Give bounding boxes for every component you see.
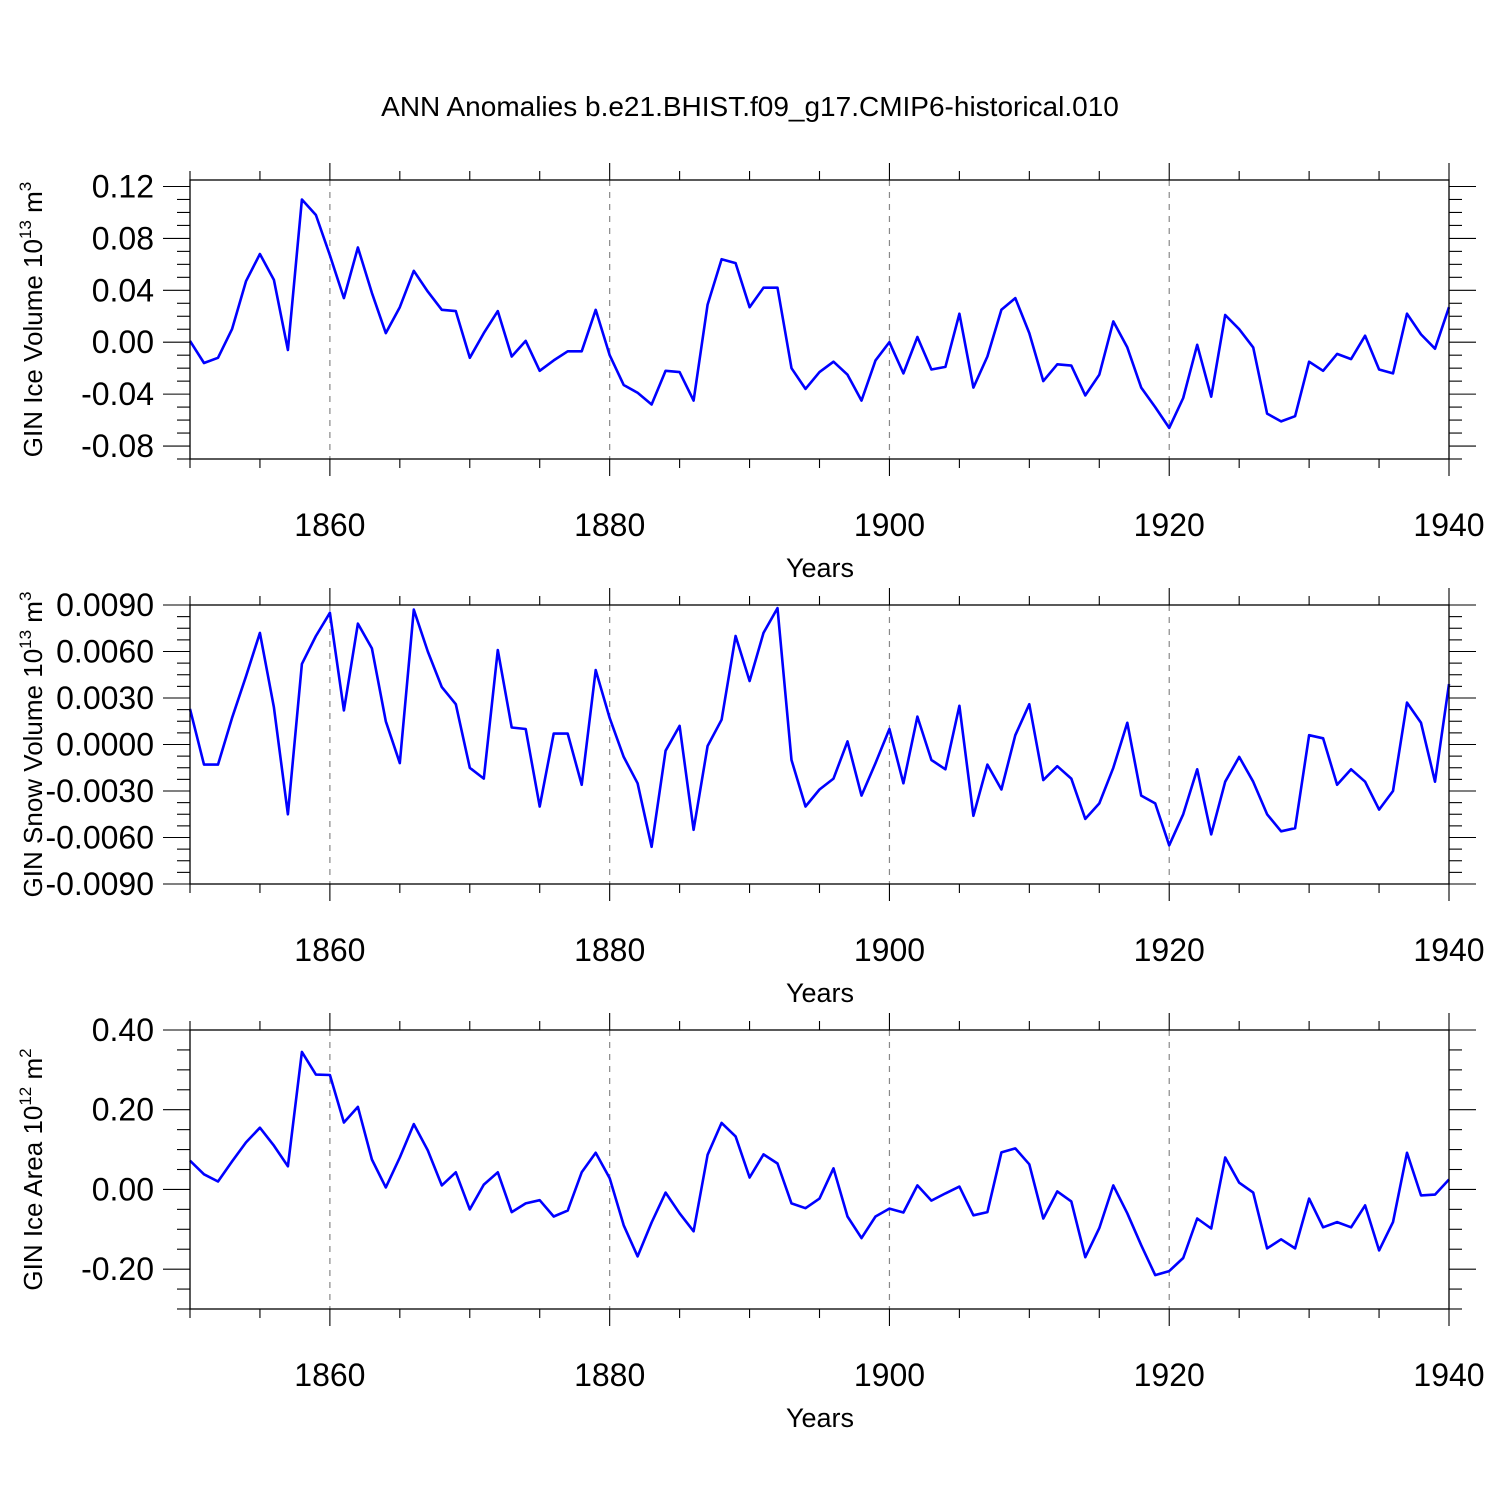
y-axis-title-unit: m <box>18 1058 48 1087</box>
x-tick-label-1900: 1900 <box>854 507 925 543</box>
x-tick-label-1940: 1940 <box>1413 932 1484 968</box>
y-tick-label: 0.0060 <box>56 634 154 670</box>
y-tick-label: -0.20 <box>81 1251 154 1287</box>
y-tick-label: 0.20 <box>92 1092 154 1128</box>
x-axis-title: Years <box>786 1403 854 1433</box>
y-axis-title-exponent: 13 <box>16 630 35 649</box>
x-tick-label-1880: 1880 <box>574 1357 645 1393</box>
y-tick-label: 0.12 <box>92 168 154 204</box>
y-axis-title: GIN Ice Volume 1013 m3 <box>16 182 48 458</box>
y-axis-title-text: GIN Snow Volume 10 <box>18 649 48 898</box>
panel-1: 1860 1880 1900 1920 1940 Years 0.12 0.08 0.04 0.0… <box>16 163 1485 583</box>
y-tick-label: 0.00 <box>92 324 154 360</box>
x-tick-label-1920: 1920 <box>1134 932 1205 968</box>
y-tick-label: 0.08 <box>92 220 154 256</box>
y-tick-label: -0.0030 <box>45 773 154 809</box>
y-tick-label: 0.00 <box>92 1171 154 1207</box>
y-axis-title-exponent: 13 <box>16 220 35 239</box>
y-axis-title-unit: m <box>18 191 48 220</box>
y-tick-label: 0.0000 <box>56 727 154 763</box>
x-tick-label-1940: 1940 <box>1413 507 1484 543</box>
y-tick-label: 0.0030 <box>56 680 154 716</box>
y-tick-label: 0.40 <box>92 1012 154 1048</box>
x-tick-label-1880: 1880 <box>574 932 645 968</box>
x-axis-title: Years <box>786 978 854 1008</box>
series-line-2 <box>188 606 1451 849</box>
plot-frame <box>189 179 1450 460</box>
y-tick-label: 0.0090 <box>56 587 154 623</box>
panel-2: 1860 1880 1900 1920 1940 Years 0.0090 0.0060 0.0… <box>16 587 1485 1008</box>
y-axis-title-unit-exponent: 3 <box>16 592 35 601</box>
y-axis-title-exponent: 12 <box>16 1087 35 1106</box>
series-line-3 <box>189 1050 1450 1277</box>
chart-title: ANN Anomalies b.e21.BHIST.f09_g17.CMIP6-… <box>381 91 1119 122</box>
plot-frame <box>189 604 1450 885</box>
x-tick-label-1860: 1860 <box>294 507 365 543</box>
plot-frame <box>189 1029 1450 1310</box>
y-tick-label: -0.04 <box>81 376 154 412</box>
y-tick-label: -0.08 <box>81 428 154 464</box>
y-axis-title: GIN Snow Volume 1013 m3 <box>16 592 48 898</box>
y-axis-title-text: GIN Ice Area 10 <box>18 1106 48 1291</box>
x-tick-label-1880: 1880 <box>574 507 645 543</box>
y-axis-title: GIN Ice Area 1012 m2 <box>16 1048 48 1290</box>
x-tick-label-1920: 1920 <box>1134 507 1205 543</box>
y-tick-label: 0.04 <box>92 272 154 308</box>
y-axis-title-unit-exponent: 2 <box>16 1048 35 1057</box>
x-tick-label-1860: 1860 <box>294 932 365 968</box>
y-axis-title-text: GIN Ice Volume 10 <box>18 239 48 457</box>
x-tick-label-1860: 1860 <box>294 1357 365 1393</box>
panels: 1860 1880 1900 1920 1940 Years 0.12 0.08 0.04 0.0… <box>16 163 1485 1433</box>
panel-3: 1860 1880 1900 1920 1940 Years 0.40 0.20 0.00 -0.… <box>16 1012 1485 1433</box>
x-tick-label-1900: 1900 <box>854 1357 925 1393</box>
y-tick-label: -0.0060 <box>45 820 154 856</box>
y-tick-label: -0.0090 <box>45 866 154 902</box>
series-line-1 <box>188 198 1451 430</box>
x-tick-label-1940: 1940 <box>1413 1357 1484 1393</box>
x-tick-label-1920: 1920 <box>1134 1357 1205 1393</box>
x-axis-title: Years <box>786 553 854 583</box>
x-tick-label-1900: 1900 <box>854 932 925 968</box>
y-axis-title-unit: m <box>18 601 48 630</box>
y-axis-title-unit-exponent: 3 <box>16 182 35 191</box>
